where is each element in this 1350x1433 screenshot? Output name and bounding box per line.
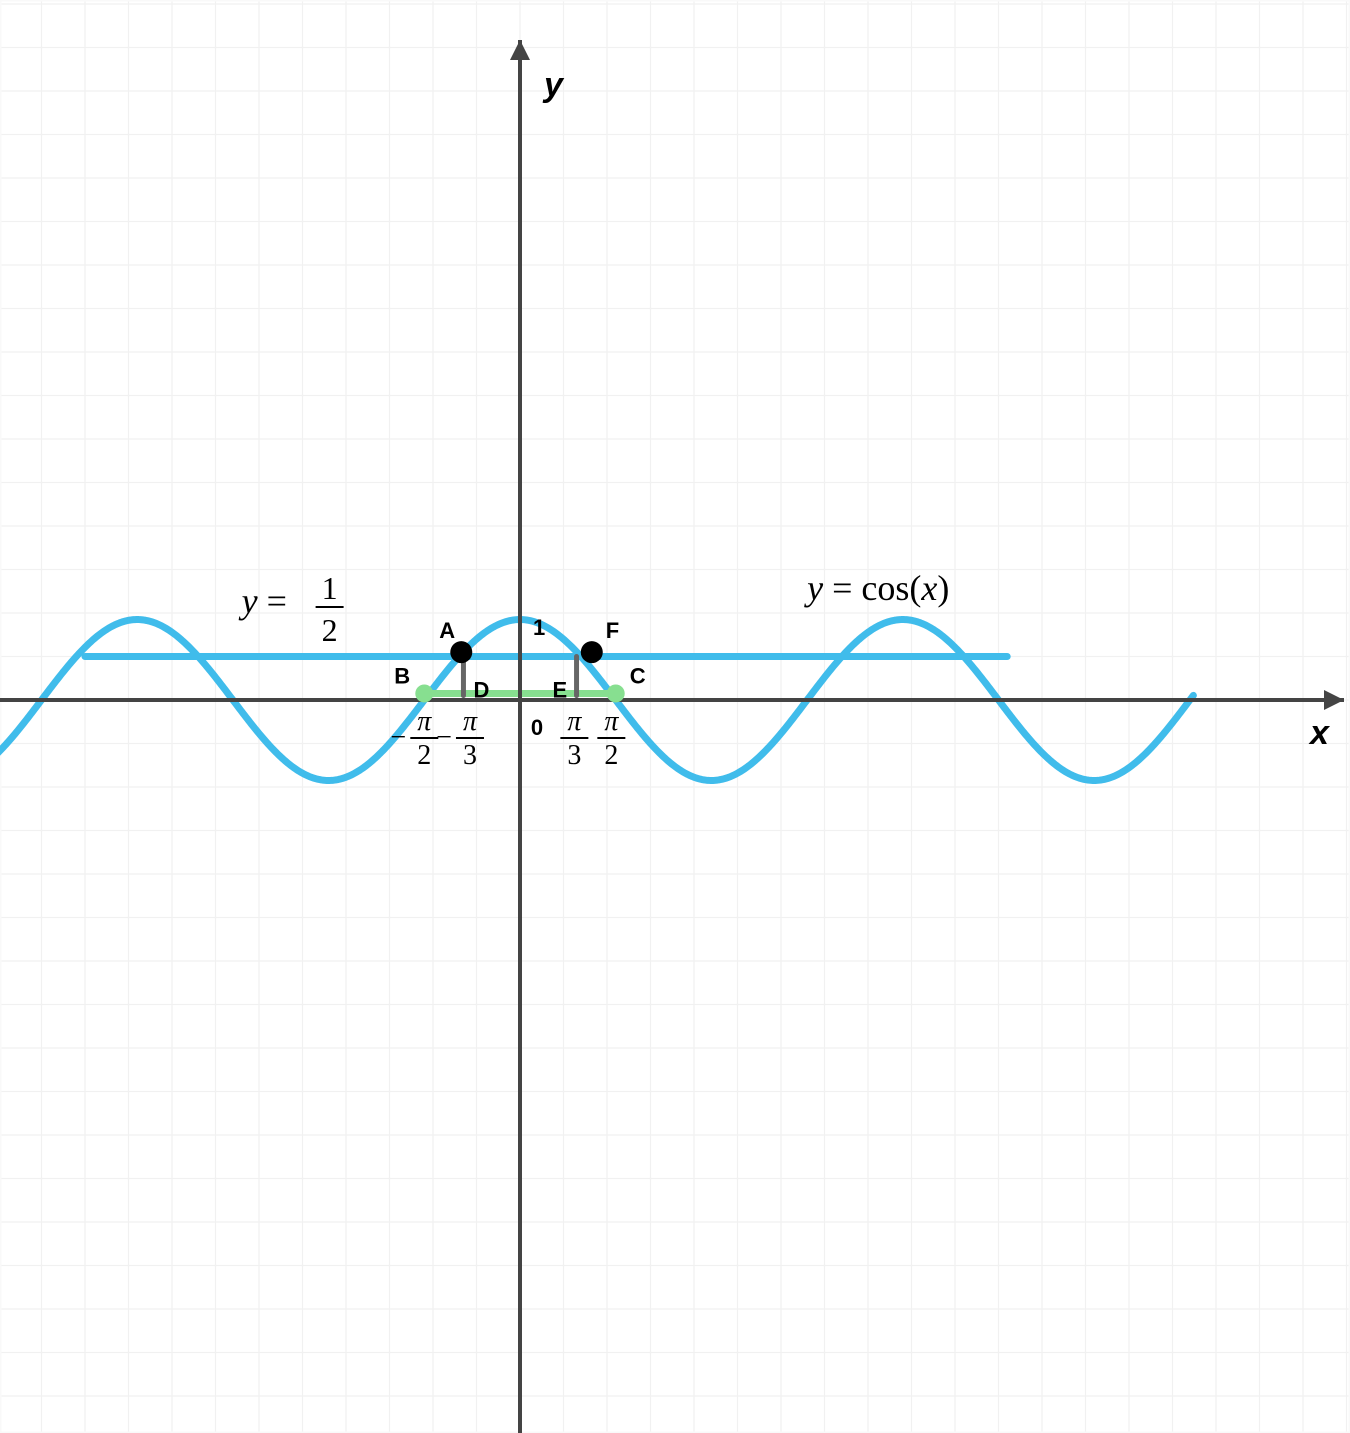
chart-svg: yxAFBCDE10y = 12y = cos(x)−π2−π3π3π2 <box>0 0 1350 1433</box>
point-label-C: C <box>630 663 646 688</box>
svg-text:π: π <box>567 706 582 737</box>
point-A <box>450 641 472 663</box>
svg-text:−: − <box>390 722 406 753</box>
label-one: 1 <box>533 615 545 640</box>
point-label-F: F <box>606 618 619 643</box>
svg-text:3: 3 <box>567 740 581 771</box>
x-axis-label: x <box>1308 714 1331 752</box>
svg-text:π: π <box>417 706 432 737</box>
point-F <box>581 641 603 663</box>
point-label-B: B <box>394 663 410 688</box>
plot-bg <box>0 0 1350 1433</box>
point-label-A: A <box>439 618 455 643</box>
point-label-E: E <box>553 677 568 702</box>
svg-text:2: 2 <box>417 740 431 771</box>
point-label-D: D <box>473 677 489 702</box>
svg-text:π: π <box>604 706 619 737</box>
label-y-cos: y = cos(x) <box>804 568 949 608</box>
svg-text:2: 2 <box>604 740 618 771</box>
svg-text:π: π <box>463 706 478 737</box>
svg-text:3: 3 <box>463 740 477 771</box>
point-B <box>415 684 433 702</box>
label-y-half: y = <box>239 581 287 621</box>
point-C <box>607 684 625 702</box>
chart-container: yxAFBCDE10y = 12y = cos(x)−π2−π3π3π2 <box>0 0 1350 1433</box>
svg-text:−: − <box>436 722 452 753</box>
label-zero: 0 <box>531 715 543 740</box>
label-y-half-den: 2 <box>322 612 338 648</box>
y-axis-label: y <box>542 66 565 104</box>
label-y-half-num: 1 <box>322 570 338 606</box>
